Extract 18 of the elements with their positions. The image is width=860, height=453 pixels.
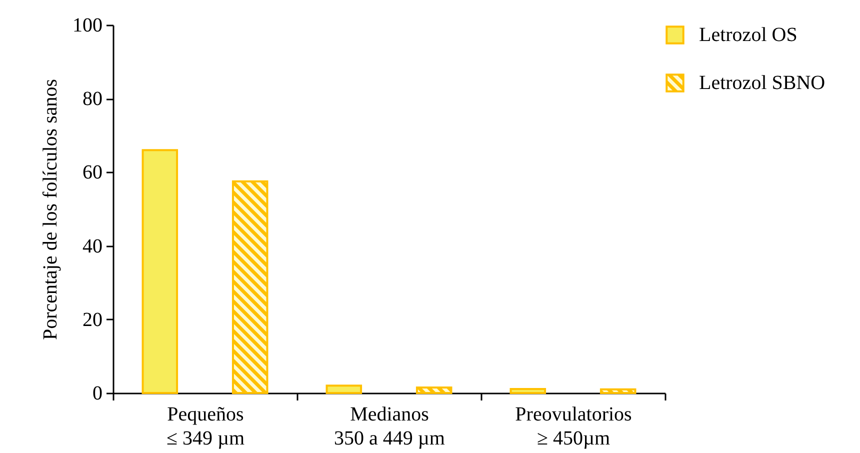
- y-tick-label: 80: [82, 88, 102, 110]
- y-tick-label: 40: [82, 235, 102, 258]
- bar: [600, 388, 636, 394]
- x-tick-label: Medianos 350 a 449 µm: [334, 404, 446, 450]
- y-tick-label: 60: [82, 162, 102, 184]
- y-tick-label: 100: [72, 14, 102, 36]
- bar: [326, 384, 362, 394]
- x-tick-label: Pequeños ≤ 349 µm: [166, 404, 245, 450]
- y-axis-title: Porcentaje de los folículos sanos: [40, 78, 62, 340]
- bar: [142, 149, 178, 394]
- y-tick-label: 0: [92, 382, 102, 404]
- bar: [510, 388, 546, 394]
- bar: [232, 180, 268, 394]
- y-tick-label: 20: [82, 308, 102, 331]
- legend-label: Letrozol SBNO: [699, 72, 826, 94]
- x-tick-label: Preovulatorios ≥ 450µm: [515, 404, 632, 450]
- legend-label: Letrozol OS: [699, 24, 798, 46]
- bar: [416, 386, 452, 394]
